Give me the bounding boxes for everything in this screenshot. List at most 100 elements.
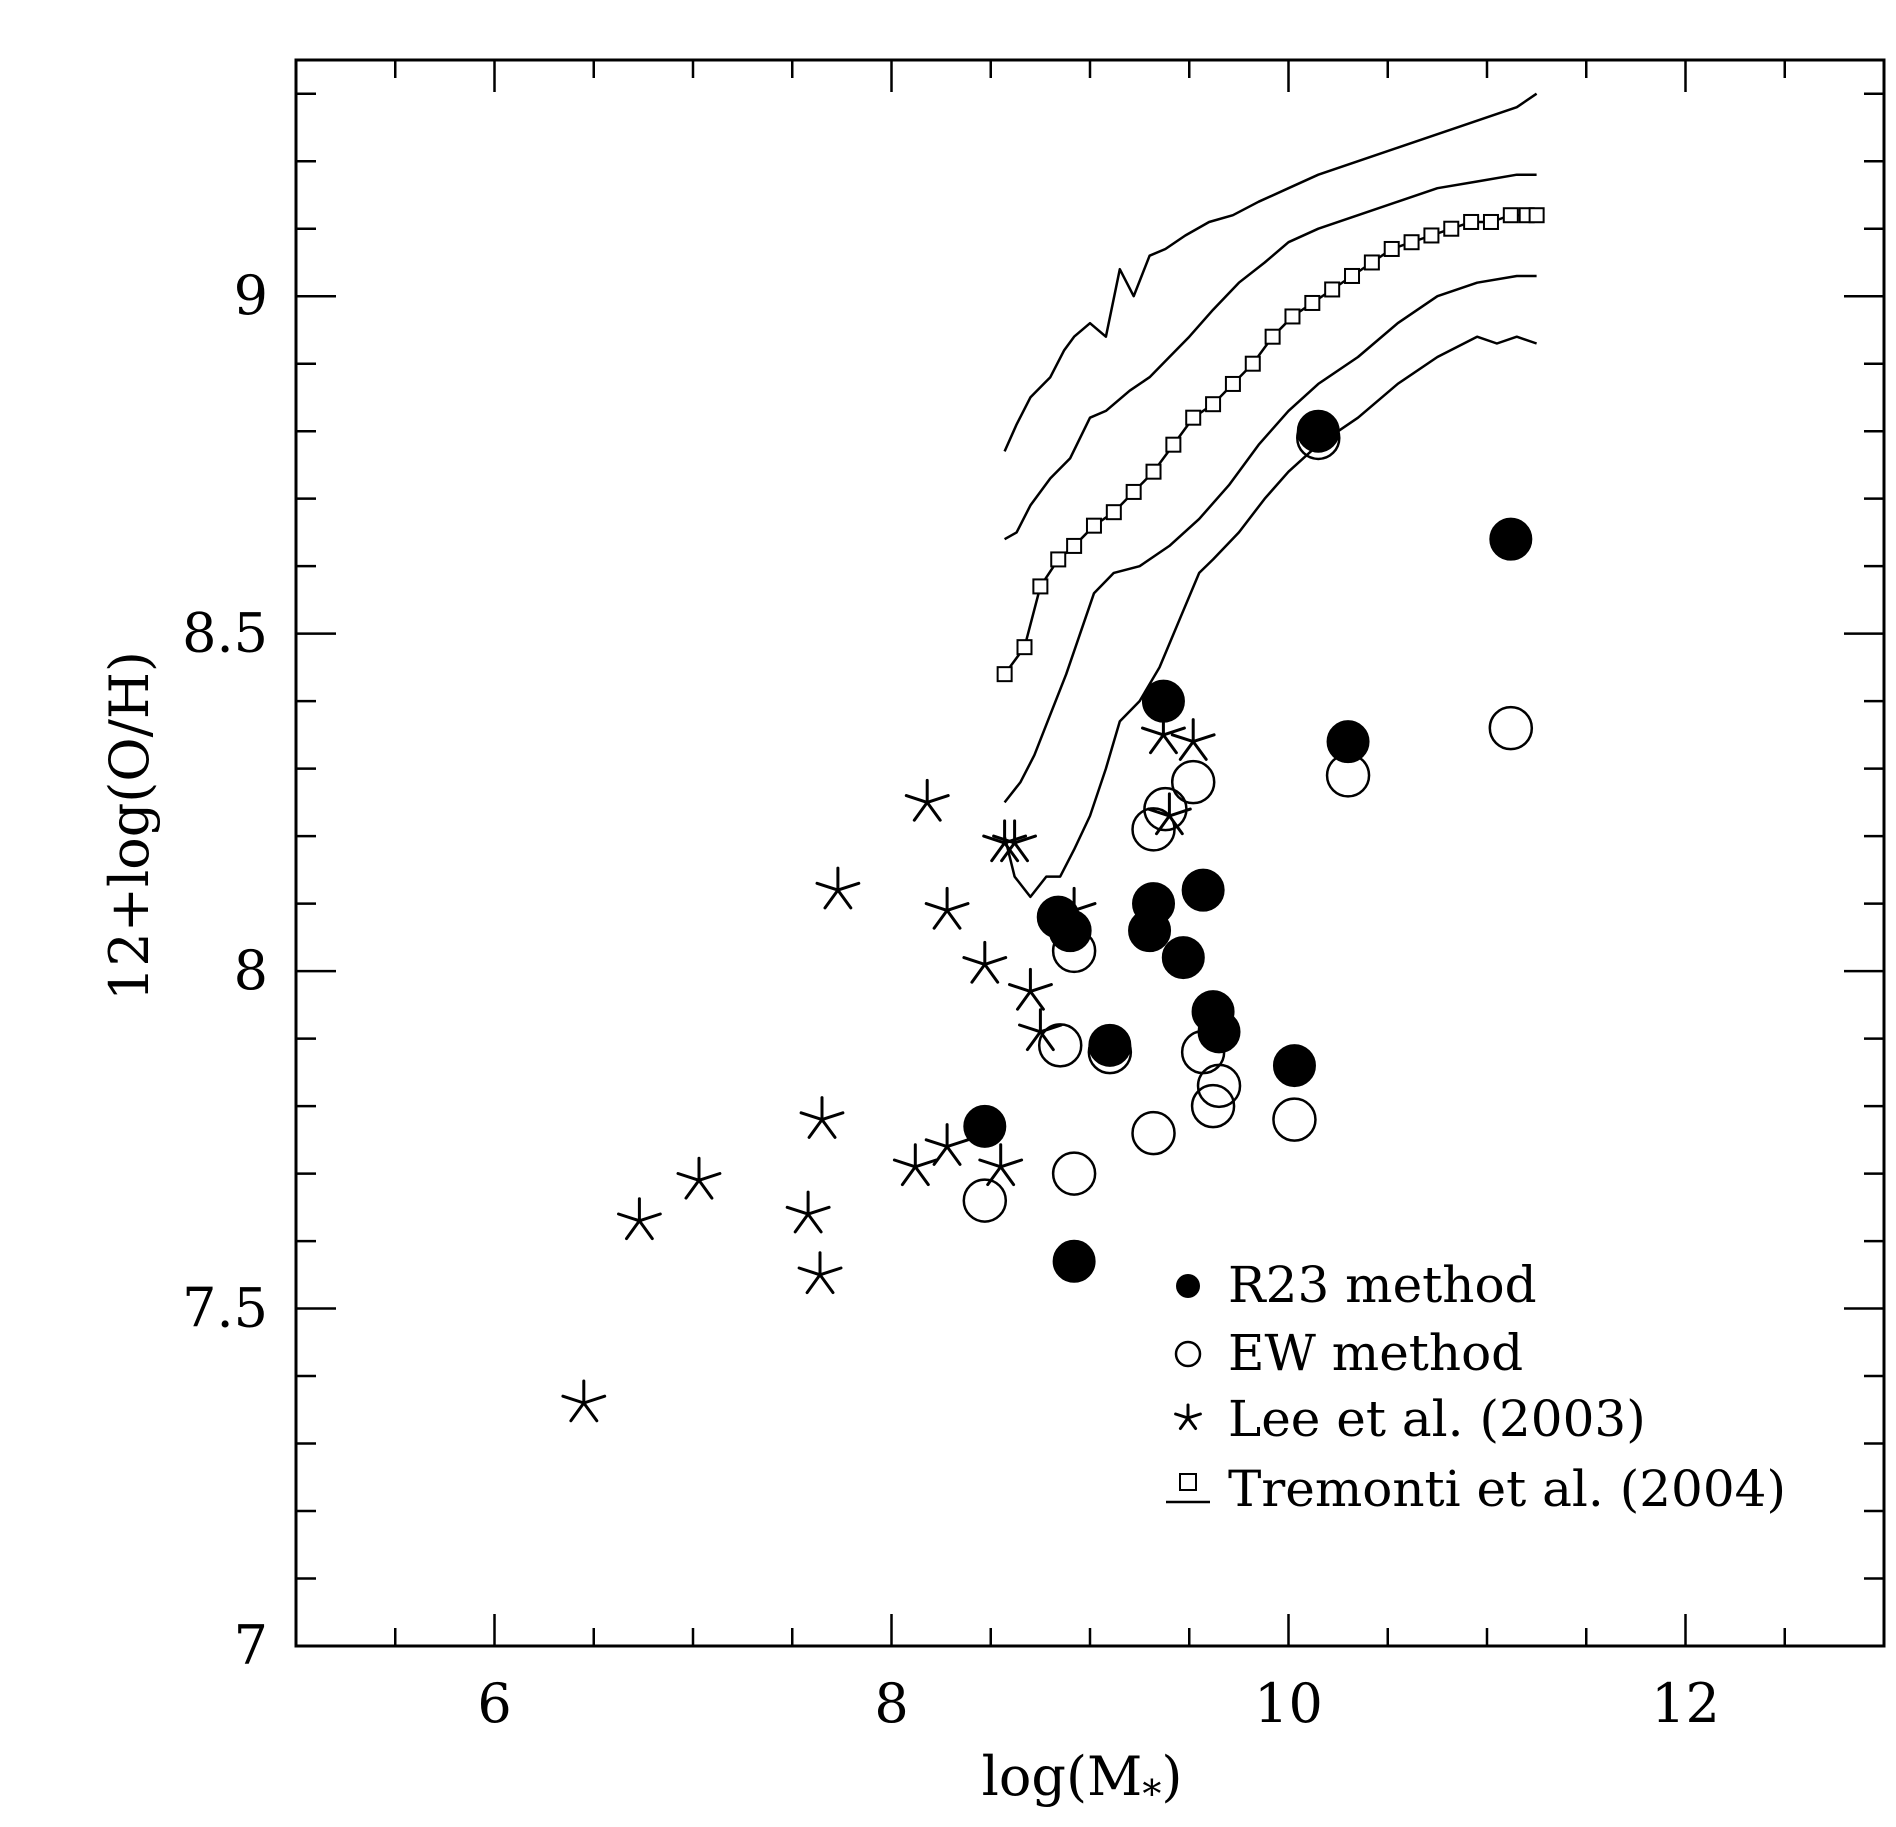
legend-marker-filled-circle	[1176, 1274, 1200, 1298]
r23-point	[1326, 720, 1370, 764]
ew-point	[1325, 753, 1371, 798]
lee-point	[1018, 1008, 1063, 1052]
ew-point	[1196, 1063, 1242, 1109]
legend-label: EW method	[1228, 1324, 1523, 1382]
tremonti-percentile-line	[1003, 173, 1537, 541]
x-axis-label: log(M*)	[982, 1745, 1183, 1816]
ew-point	[962, 1178, 1008, 1223]
ew-point	[1272, 1097, 1317, 1142]
data-points-group	[561, 409, 1534, 1423]
lee-point	[924, 1123, 970, 1166]
tremonti-percentile-line	[1003, 274, 1537, 804]
tremonti-square-marker	[1482, 213, 1499, 230]
x-tick-label: 10	[1254, 1672, 1323, 1735]
lee-point	[561, 1379, 607, 1423]
r23-point	[963, 1104, 1007, 1148]
legend-marker-open-circle	[1174, 1340, 1202, 1368]
legend: R23 method EW method Lee et al. (2003) Trem…	[1166, 1256, 1786, 1518]
tremonti-square-marker	[1304, 294, 1321, 311]
tremonti-square-marker	[1324, 281, 1341, 298]
x-axis-label-subscript: *	[1142, 1772, 1161, 1816]
tremonti-square-marker	[996, 666, 1013, 683]
tremonti-square-marker	[1264, 328, 1281, 345]
lee-point	[924, 886, 970, 930]
lee-point	[992, 819, 1037, 863]
tremonti-square-marker	[1085, 517, 1102, 534]
r23-point	[1489, 517, 1533, 561]
lee-point	[676, 1156, 722, 1200]
tremonti-median-line	[1003, 213, 1537, 675]
tremonti-square-marker	[1165, 436, 1182, 453]
lee-point	[815, 866, 861, 910]
legend-label: Tremonti et al. (2004)	[1228, 1460, 1786, 1518]
tremonti-percentile-line	[1003, 335, 1538, 899]
tremonti-square-marker	[1050, 551, 1067, 568]
ew-point	[1131, 1110, 1176, 1156]
r23-point	[1181, 868, 1225, 912]
y-tick-label: 8	[234, 939, 268, 1002]
axes-group: 6 8 10 12 7 7.5 8 8.5 9	[182, 58, 1886, 1735]
ew-point	[1190, 1083, 1236, 1129]
tremonti-square-marker	[1105, 504, 1122, 521]
tremonti-square-marker	[1205, 396, 1222, 413]
r23-point	[1161, 936, 1205, 980]
tremonti-square-marker	[1423, 227, 1440, 244]
ew-point	[1051, 928, 1097, 974]
x-axis-label-main: log(M	[982, 1745, 1143, 1808]
tremonti-square-marker	[1383, 240, 1400, 257]
r23-point	[1052, 1239, 1096, 1283]
ew-point	[1170, 759, 1216, 805]
lee-point	[797, 1251, 843, 1295]
lee-point	[1141, 711, 1186, 755]
lee-point	[785, 1190, 831, 1234]
legend-label: Lee et al. (2003)	[1228, 1390, 1646, 1448]
tremonti-square-marker	[1344, 267, 1361, 284]
ew-point	[1488, 705, 1534, 751]
tremonti-square-marker	[1244, 355, 1261, 372]
x-tick-label: 6	[477, 1672, 511, 1735]
ew-point	[1131, 807, 1176, 852]
tremonti-square-marker	[1125, 483, 1142, 500]
lee-point	[978, 1143, 1024, 1187]
lee-point	[799, 1096, 845, 1139]
tremonti-square-marker	[1443, 220, 1460, 237]
legend-marker-star	[1174, 1403, 1202, 1430]
y-tick-label: 8.5	[182, 602, 268, 665]
lee-point	[1008, 967, 1053, 1011]
tremonti-square-marker	[1016, 639, 1033, 656]
x-axis-label-close: )	[1161, 1745, 1182, 1808]
tremonti-percentile-line	[1003, 92, 1538, 452]
y-tick-label: 7	[234, 1614, 268, 1677]
x-tick-label: 8	[874, 1672, 908, 1735]
tremonti-square-marker	[1224, 375, 1241, 392]
tremonti-square-marker	[1284, 308, 1301, 325]
lee-point	[1170, 718, 1216, 761]
lee-point	[904, 778, 950, 822]
lee-point	[617, 1197, 662, 1241]
tremonti-square-marker	[1185, 409, 1202, 426]
ew-point	[1051, 1151, 1097, 1196]
y-tick-label: 7.5	[182, 1277, 268, 1340]
y-axis-label: 12+log(O/H)	[98, 651, 161, 1001]
tremonti-square-marker	[1066, 537, 1083, 554]
lee-point	[1147, 792, 1192, 836]
ew-point	[1296, 415, 1341, 461]
tremonti-square-marker	[1403, 234, 1420, 251]
tremonti-square-marker	[1502, 207, 1519, 224]
tremonti-square-marker	[1145, 463, 1162, 480]
tremonti-square-marker	[1032, 578, 1049, 595]
tremonti-square-marker	[1528, 207, 1545, 224]
lee-point	[962, 940, 1008, 984]
tremonti-square-marker	[1363, 254, 1380, 271]
lee-point	[1051, 886, 1097, 930]
r23-point	[1128, 909, 1172, 953]
legend-marker-square	[1179, 1473, 1197, 1491]
y-tick-label: 9	[234, 264, 268, 327]
r23-point	[1272, 1044, 1316, 1088]
x-tick-label: 12	[1651, 1672, 1720, 1735]
tremonti-square-marker	[1463, 213, 1480, 230]
plot-frame	[294, 58, 1886, 1648]
tremonti-lines-group	[996, 92, 1545, 899]
